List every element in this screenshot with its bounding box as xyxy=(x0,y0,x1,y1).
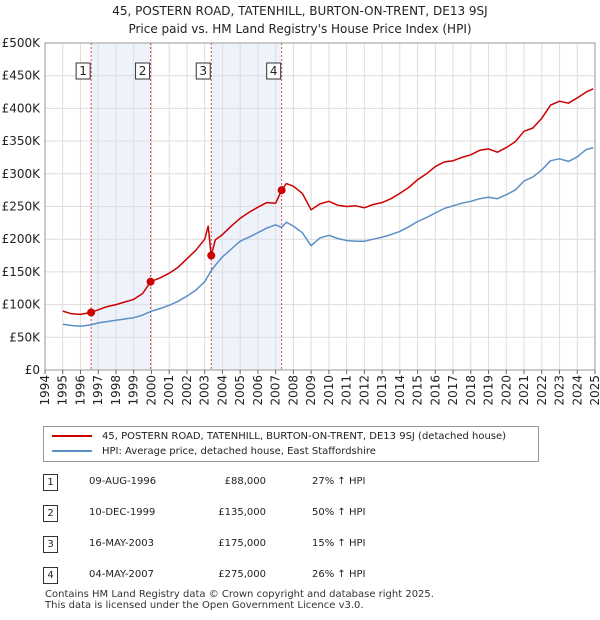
x-tick-label: 2025 xyxy=(588,375,600,406)
x-tick-label: 2001 xyxy=(162,375,176,406)
footer-copyright: Contains HM Land Registry data © Crown c… xyxy=(45,589,434,600)
y-tick-label: £200K xyxy=(2,232,42,246)
sale-number-box: 1 xyxy=(75,62,91,80)
y-axis-ticks: £0 £50K £100K £150K £200K £250K £300K £350K £400… xyxy=(2,36,42,377)
x-tick-label: 2013 xyxy=(375,375,389,406)
sale-number-box: 2 xyxy=(135,62,151,80)
sale-point xyxy=(207,251,216,260)
price-chart: 1 2 3 4 £0 £50K £100K £150K £200K £250K £300K £350… xyxy=(2,36,600,406)
x-tick-label: 2008 xyxy=(286,375,300,406)
x-tick-label: 1996 xyxy=(73,375,87,406)
x-tick-label: 1995 xyxy=(56,375,70,406)
sale-point xyxy=(87,308,96,317)
transaction-number: 1 xyxy=(43,474,58,491)
x-tick-label: 2019 xyxy=(482,375,496,406)
transaction-date: 04-MAY-2007 xyxy=(89,569,155,580)
y-tick-label: £500K xyxy=(2,36,42,50)
x-tick-label: 1998 xyxy=(109,375,123,406)
y-tick-label: £400K xyxy=(2,101,42,115)
x-tick-label: 2015 xyxy=(411,375,425,406)
sale-number-label: 1 xyxy=(79,64,87,78)
sale-point xyxy=(277,186,286,195)
legend-label-property: 45, POSTERN ROAD, TATENHILL, BURTON-ON-T… xyxy=(102,431,507,442)
transaction-number: 4 xyxy=(43,567,58,584)
y-tick-label: £150K xyxy=(2,265,42,279)
transaction-hpi-change: 50% ↑ HPI xyxy=(312,507,366,518)
transaction-price: £135,000 xyxy=(218,507,266,518)
sale-number-label: 2 xyxy=(139,64,147,78)
transaction-number: 3 xyxy=(43,536,58,553)
legend: 45, POSTERN ROAD, TATENHILL, BURTON-ON-T… xyxy=(43,426,539,462)
transaction-price: £88,000 xyxy=(224,476,266,487)
legend-swatch-hpi xyxy=(52,450,92,452)
legend-item-hpi: HPI: Average price, detached house, East… xyxy=(52,445,376,459)
legend-item-property: 45, POSTERN ROAD, TATENHILL, BURTON-ON-T… xyxy=(52,430,506,444)
transaction-number: 2 xyxy=(43,505,58,522)
x-tick-label: 2021 xyxy=(517,375,531,406)
y-tick-label: £50K xyxy=(9,330,41,344)
x-tick-label: 2012 xyxy=(357,375,371,406)
sale-number-box: 4 xyxy=(266,62,282,80)
x-tick-label: 2014 xyxy=(393,375,407,406)
x-tick-label: 2006 xyxy=(251,375,265,406)
sale-point xyxy=(146,277,155,286)
footer: Contains HM Land Registry data © Crown c… xyxy=(45,589,434,611)
x-tick-label: 2004 xyxy=(215,375,229,406)
x-tick-label: 1999 xyxy=(127,375,141,406)
y-tick-label: £300K xyxy=(2,167,42,181)
property-price-line xyxy=(62,88,594,316)
x-tick-label: 2007 xyxy=(269,375,283,406)
x-tick-label: 2011 xyxy=(340,375,354,406)
series-lines xyxy=(62,88,594,327)
chart-subtitle: Price paid vs. HM Land Registry's House … xyxy=(128,22,472,36)
chart-title: 45, POSTERN ROAD, TATENHILL, BURTON-ON-T… xyxy=(112,4,488,18)
x-tick-label: 2016 xyxy=(428,375,442,406)
y-tick-label: £100K xyxy=(2,298,42,312)
x-tick-label: 2003 xyxy=(198,375,212,406)
transaction-date: 16-MAY-2003 xyxy=(89,538,155,549)
sale-number-boxes: 1 2 3 4 xyxy=(75,62,282,80)
x-tick-label: 2023 xyxy=(553,375,567,406)
transaction-price: £275,000 xyxy=(218,569,266,580)
x-tick-label: 2018 xyxy=(464,375,478,406)
sale-number-box-frame xyxy=(135,62,151,80)
x-axis-ticks: 1994 1995 1996 1997 1998 1999 2000 2001 2002 2003… xyxy=(38,370,600,406)
sale-number-box: 3 xyxy=(195,62,211,80)
transaction-date: 10-DEC-1999 xyxy=(89,507,156,518)
plot-frame xyxy=(44,42,596,371)
sale-number-label: 4 xyxy=(270,64,278,78)
footer-licence: This data is licensed under the Open Gov… xyxy=(45,600,364,611)
x-tick-label: 2020 xyxy=(499,375,513,406)
x-tick-label: 2005 xyxy=(233,375,247,406)
y-tick-label: £350K xyxy=(2,134,42,148)
x-tick-label: 2022 xyxy=(535,375,549,406)
x-tick-label: 2010 xyxy=(322,375,336,406)
sale-number-box-frame xyxy=(195,62,211,80)
transaction-hpi-change: 27% ↑ HPI xyxy=(312,476,366,487)
transaction-hpi-change: 15% ↑ HPI xyxy=(312,538,366,549)
sale-number-box-frame xyxy=(75,62,91,80)
hpi-line xyxy=(62,146,594,327)
sale-points xyxy=(87,186,286,317)
x-tick-label: 1997 xyxy=(91,375,105,406)
legend-label-hpi: HPI: Average price, detached house, East… xyxy=(102,446,376,457)
x-tick-label: 2017 xyxy=(446,375,460,406)
transaction-price: £175,000 xyxy=(218,538,266,549)
transaction-date: 09-AUG-1996 xyxy=(89,476,157,487)
x-tick-label: 2009 xyxy=(304,375,318,406)
x-tick-label: 1994 xyxy=(38,375,52,406)
x-tick-label: 2000 xyxy=(144,375,158,406)
sale-number-box-frame xyxy=(266,62,282,80)
legend-swatch-property xyxy=(52,435,92,437)
sale-number-label: 3 xyxy=(199,64,207,78)
y-tick-label: £250K xyxy=(2,200,42,214)
transaction-hpi-change: 26% ↑ HPI xyxy=(312,569,366,580)
y-tick-label: £0 xyxy=(25,363,40,377)
x-tick-label: 2002 xyxy=(180,375,194,406)
y-tick-label: £450K xyxy=(2,69,42,83)
x-tick-label: 2024 xyxy=(570,375,584,406)
